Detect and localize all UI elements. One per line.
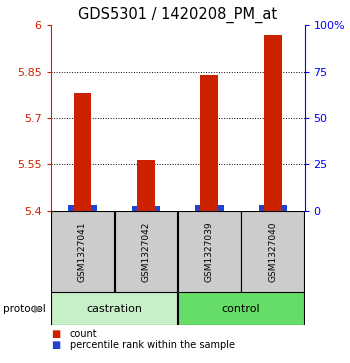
Text: castration: castration — [86, 303, 142, 314]
Title: GDS5301 / 1420208_PM_at: GDS5301 / 1420208_PM_at — [78, 7, 277, 23]
Bar — [51, 211, 114, 292]
Text: GSM1327040: GSM1327040 — [268, 221, 277, 282]
Text: ■: ■ — [51, 329, 60, 339]
Bar — [137, 160, 155, 211]
Bar — [178, 292, 304, 325]
Text: ▶: ▶ — [34, 303, 43, 314]
Text: control: control — [222, 303, 260, 314]
Text: ■: ■ — [51, 340, 60, 350]
Bar — [68, 205, 97, 211]
Bar — [264, 35, 282, 211]
Text: count: count — [70, 329, 98, 339]
Bar — [178, 211, 241, 292]
Text: protocol: protocol — [4, 303, 46, 314]
Bar — [74, 93, 91, 211]
Bar — [51, 292, 177, 325]
Text: GSM1327041: GSM1327041 — [78, 221, 87, 282]
Bar — [195, 205, 224, 211]
Text: GSM1327039: GSM1327039 — [205, 221, 214, 282]
Text: GSM1327042: GSM1327042 — [141, 221, 150, 282]
Bar — [259, 205, 287, 211]
Bar — [114, 211, 177, 292]
Text: percentile rank within the sample: percentile rank within the sample — [70, 340, 235, 350]
Bar — [132, 205, 160, 211]
Bar — [241, 211, 304, 292]
Bar — [201, 75, 218, 211]
